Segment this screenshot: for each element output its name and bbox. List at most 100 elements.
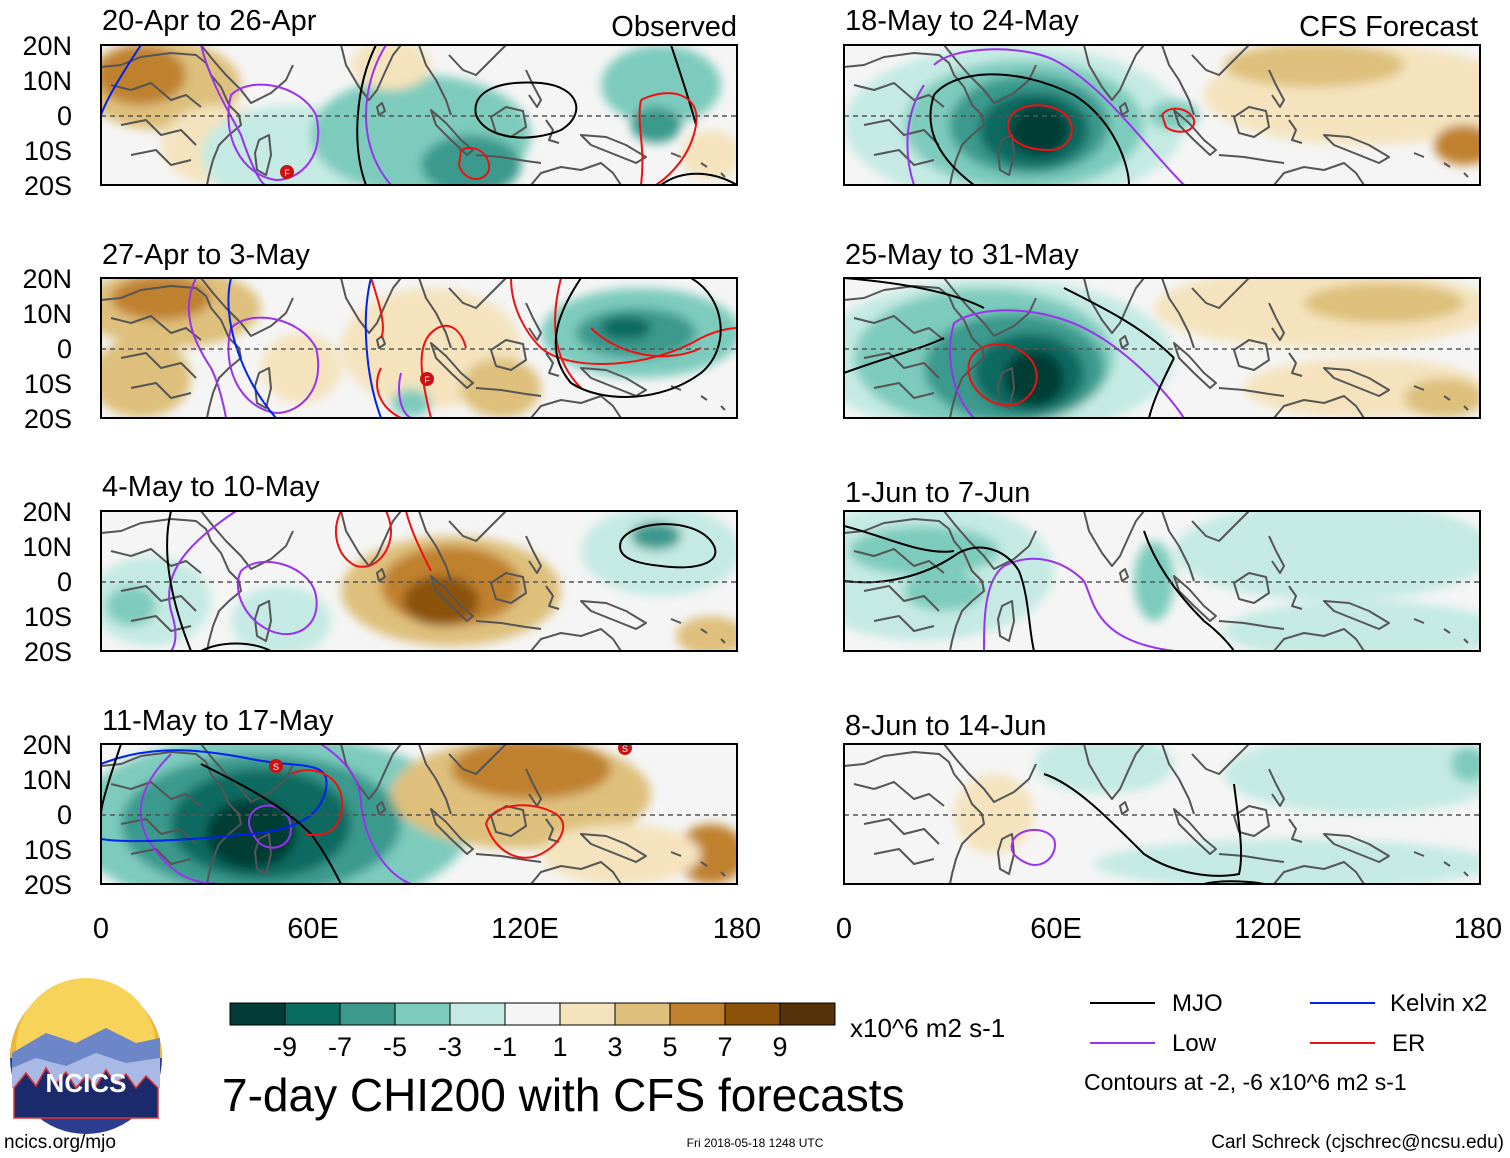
colorbar-cell: [284, 1002, 341, 1026]
lat-label: 20S: [24, 404, 72, 434]
panel-2-map: F: [100, 277, 738, 419]
lat-label: 20S: [24, 171, 72, 201]
colorbar-labels: -9 -7 -5 -3 -1 1 3 5 7 9: [273, 1032, 788, 1062]
panel-5: 18-May to 24-May CFS Forecast: [843, 5, 1481, 186]
colorbar-cell: [229, 1002, 286, 1026]
contour-note: Contours at -2, -6 x10^6 m2 s-1: [1084, 1069, 1407, 1095]
lat-label: 0: [57, 101, 72, 131]
panel-2: 27-Apr to 3-May: [100, 239, 738, 419]
colorbar-label: -5: [383, 1032, 407, 1062]
lat-label: 10S: [24, 136, 72, 166]
legend-mjo-label: MJO: [1172, 990, 1223, 1017]
ncics-logo: NCICS: [10, 978, 162, 1134]
panel-8-map: [843, 743, 1481, 885]
lat-label: 10S: [24, 369, 72, 399]
lat-label: 10N: [22, 66, 72, 96]
legend-kelvin-label: Kelvin x2: [1390, 990, 1487, 1017]
lon-label: 0: [836, 913, 852, 945]
panel-4: 11-May to 17-May: [100, 705, 738, 885]
panel-4-title: 11-May to 17-May: [102, 705, 334, 737]
lat-label: 20S: [24, 637, 72, 667]
panel-5-title: 18-May to 24-May: [845, 5, 1079, 37]
colorbar-label: 9: [772, 1032, 787, 1062]
legend-low-label: Low: [1172, 1030, 1217, 1057]
lon-labels-left: 0 60E 120E 180: [93, 913, 761, 945]
lat-label: 0: [57, 334, 72, 364]
lat-label: 0: [57, 567, 72, 597]
lat-label: 20N: [22, 730, 72, 760]
colorbar-cells: [229, 1002, 836, 1026]
legend-er-label: ER: [1392, 1030, 1425, 1057]
colorbar-cell: [779, 1002, 836, 1026]
lon-label: 180: [1454, 913, 1502, 945]
panel-6-title: 25-May to 31-May: [845, 239, 1079, 271]
lon-label: 120E: [491, 913, 559, 945]
colorbar-cell: [724, 1002, 781, 1026]
source-url: ncics.org/mjo: [4, 1132, 116, 1153]
panel-1-map: F: [100, 44, 738, 186]
panel-2-title: 27-Apr to 3-May: [102, 239, 310, 271]
colorbar-label: 5: [662, 1032, 677, 1062]
colorbar-cell: [559, 1002, 616, 1026]
colorbar-cell: [394, 1002, 451, 1026]
storm-marker-2: F: [420, 372, 434, 386]
panel-3-title: 4-May to 10-May: [102, 471, 320, 503]
observed-label: Observed: [611, 11, 737, 43]
units-label: x10^6 m2 s-1: [850, 1013, 1005, 1043]
storm-marker-4: S: [618, 744, 632, 755]
lon-labels-right: 0 60E 120E 180: [836, 913, 1502, 945]
line-legend: MJO Kelvin x2 Low ER Contours at -2, -6 …: [1084, 990, 1487, 1095]
colorbar-label: -1: [493, 1032, 517, 1062]
lon-label: 60E: [287, 913, 339, 945]
lat-label: 20N: [22, 497, 72, 527]
panel-7-map: [843, 510, 1481, 652]
lat-label: 0: [57, 800, 72, 830]
panel-1: 20-Apr to 26-Apr Observed: [100, 5, 738, 186]
forecast-label: CFS Forecast: [1299, 11, 1478, 43]
logo-text: NCICS: [46, 1068, 127, 1098]
colorbar-cell: [669, 1002, 726, 1026]
colorbar-cell: [504, 1002, 561, 1026]
panel-4-map: S S: [100, 743, 738, 885]
panel-8: 8-Jun to 14-Jun: [843, 710, 1481, 885]
panel-8-title: 8-Jun to 14-Jun: [845, 710, 1047, 742]
lon-label: 0: [93, 913, 109, 945]
panel-6-map: [843, 277, 1481, 419]
storm-marker-1: F: [280, 165, 294, 179]
colorbar-label: -7: [328, 1032, 352, 1062]
colorbar-label: 3: [607, 1032, 622, 1062]
lon-label: 120E: [1234, 913, 1302, 945]
colorbar-label: 7: [717, 1032, 732, 1062]
panel-3: 4-May to 10-May: [100, 471, 738, 652]
lat-label: 10N: [22, 532, 72, 562]
panel-6: 25-May to 31-May: [843, 239, 1481, 419]
colorbar-cell: [339, 1002, 396, 1026]
colorbar-label: -3: [438, 1032, 462, 1062]
storm-marker-2-label: F: [424, 375, 430, 385]
panel-7: 1-Jun to 7-Jun: [843, 477, 1481, 652]
figure-title: 7-day CHI200 with CFS forecasts: [222, 1069, 905, 1121]
colorbar-label: -9: [273, 1032, 297, 1062]
lat-label: 10S: [24, 835, 72, 865]
panel-1-title: 20-Apr to 26-Apr: [102, 5, 317, 37]
storm-marker-3: S: [269, 759, 283, 773]
lat-label: 20N: [22, 264, 72, 294]
colorbar-cell: [449, 1002, 506, 1026]
panel-5-map: [843, 44, 1481, 186]
lat-label: 20N: [22, 31, 72, 61]
author-credit: Carl Schreck (cjschrec@ncsu.edu): [1211, 1132, 1504, 1153]
lat-label: 10S: [24, 602, 72, 632]
panel-3-map: [100, 510, 738, 652]
storm-marker-4-label: S: [622, 744, 628, 754]
timestamp: Fri 2018-05-18 1248 UTC: [687, 1136, 824, 1150]
colorbar: -9 -7 -5 -3 -1 1 3 5 7 9 x10^6 m2 s-1: [229, 1002, 1005, 1062]
storm-marker-1-label: F: [284, 168, 290, 178]
lat-label: 20S: [24, 870, 72, 900]
colorbar-cell: [614, 1002, 671, 1026]
panel-7-title: 1-Jun to 7-Jun: [845, 477, 1030, 509]
lat-label: 10N: [22, 299, 72, 329]
storm-marker-3-label: S: [273, 762, 279, 772]
lon-label: 180: [713, 913, 761, 945]
colorbar-label: 1: [552, 1032, 567, 1062]
